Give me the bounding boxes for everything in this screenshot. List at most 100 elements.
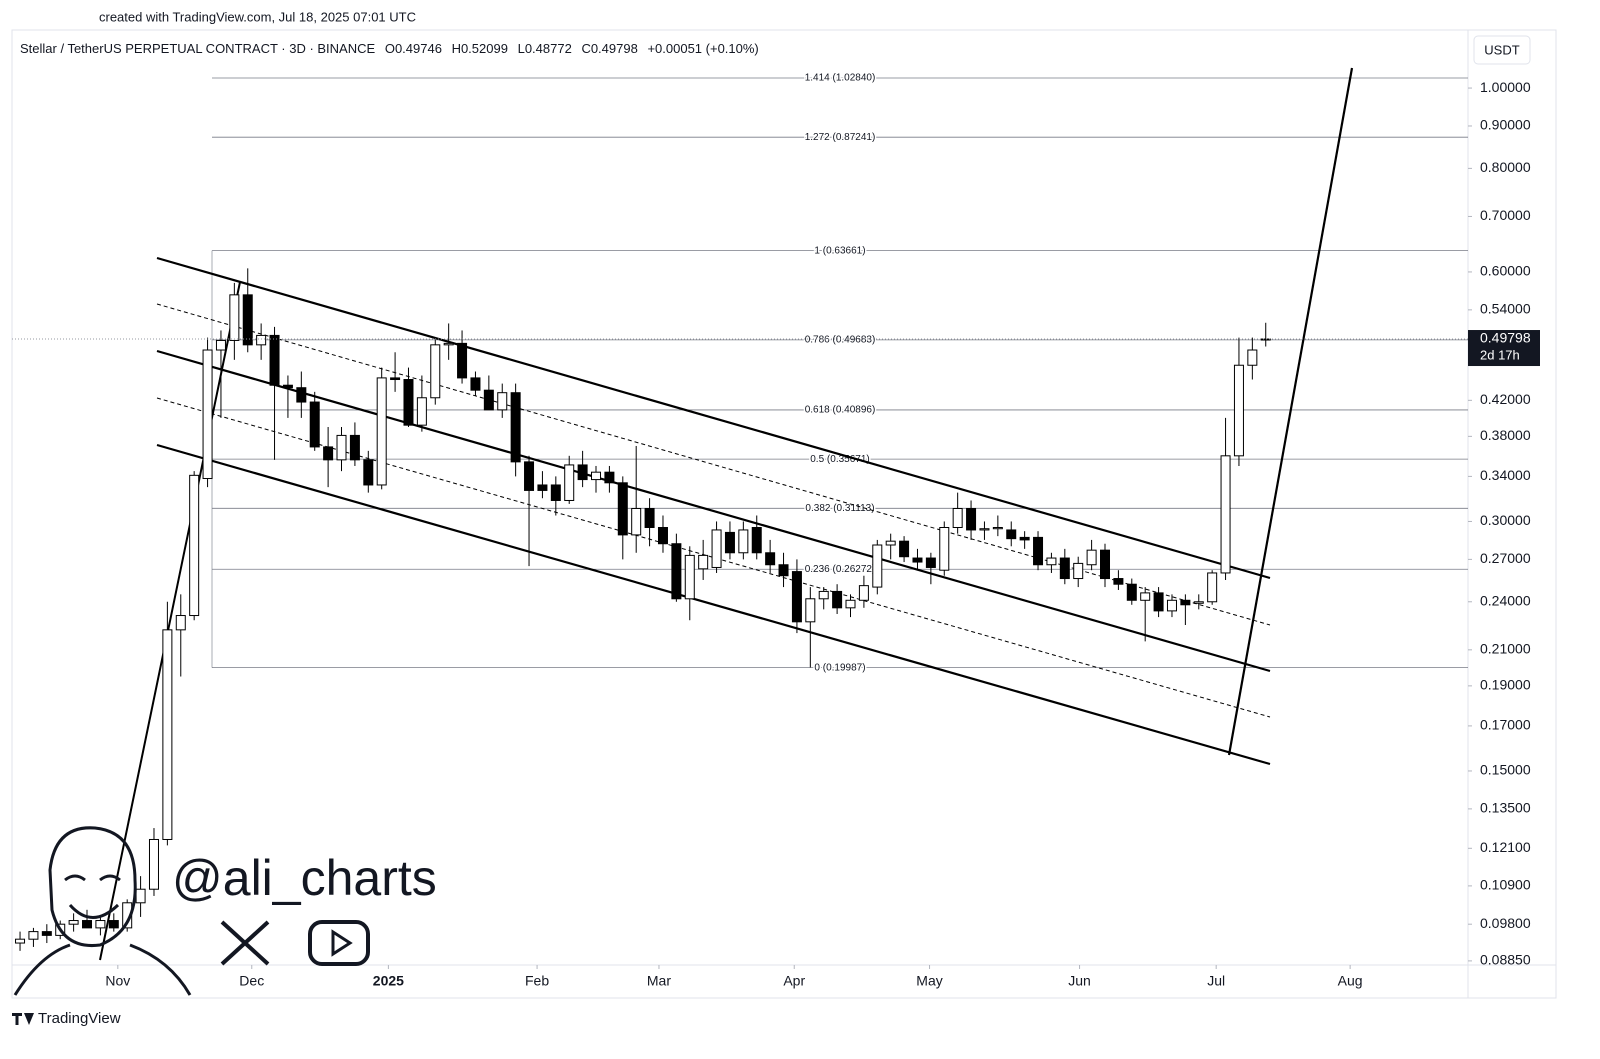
candle-body bbox=[1059, 557, 1070, 580]
candle-body bbox=[430, 344, 441, 399]
candle-body bbox=[296, 387, 307, 403]
candle-body bbox=[885, 540, 896, 546]
y-tick-label: 0.19000 bbox=[1480, 677, 1531, 693]
candle-body bbox=[309, 401, 320, 448]
candle-body bbox=[202, 349, 213, 480]
candle-body bbox=[711, 529, 722, 568]
countdown: 2d 17h bbox=[1480, 347, 1520, 362]
candle-body bbox=[631, 507, 642, 536]
legend-symbol: Stellar / TetherUS PERPETUAL CONTRACT · … bbox=[20, 41, 376, 56]
shoulders bbox=[13, 943, 192, 996]
candle-body bbox=[457, 342, 468, 379]
candle-body bbox=[1086, 549, 1097, 566]
fib-label: 1.272 (0.87241) bbox=[805, 132, 876, 143]
candle-body bbox=[41, 931, 52, 936]
channel-middle bbox=[156, 349, 1271, 673]
y-tick-label: 0.30000 bbox=[1480, 512, 1531, 528]
fib-label: 1 (0.63661) bbox=[814, 245, 865, 256]
y-tick-label: 0.12100 bbox=[1480, 839, 1531, 855]
face-features bbox=[64, 874, 121, 919]
fib-label: 0.236 (0.26272) bbox=[805, 564, 876, 575]
overlay: Stellar / TetherUS PERPETUAL CONTRACT · … bbox=[12, 35, 1531, 1027]
fib-label: 0.618 (0.40896) bbox=[805, 405, 876, 416]
candle-body bbox=[979, 528, 990, 531]
x-tick-label: Aug bbox=[1338, 973, 1363, 989]
candle-body bbox=[925, 557, 936, 568]
brand: TradingView bbox=[38, 1010, 121, 1027]
legend-field: C bbox=[581, 41, 590, 56]
candle-body bbox=[591, 471, 602, 481]
candle-body bbox=[148, 838, 159, 890]
candle-body bbox=[657, 526, 668, 545]
candle-body bbox=[644, 507, 655, 528]
brand-logo bbox=[12, 1013, 34, 1025]
candle-body bbox=[269, 334, 280, 386]
legend-field: O bbox=[385, 41, 395, 56]
candle-body bbox=[1100, 549, 1111, 580]
candle-body bbox=[858, 585, 869, 601]
trend-line bbox=[1227, 67, 1354, 756]
chart-frame bbox=[11, 29, 1557, 999]
fib-label: 0.786 (0.49683) bbox=[805, 334, 876, 345]
youtube-play bbox=[331, 929, 353, 957]
candle-body bbox=[229, 294, 240, 341]
candle-body bbox=[738, 529, 749, 554]
x-tick-label: 2025 bbox=[373, 973, 404, 989]
candle-body bbox=[899, 540, 910, 558]
candle-body bbox=[82, 920, 93, 929]
x-tick-label: May bbox=[916, 973, 942, 989]
currency-button[interactable] bbox=[1473, 35, 1531, 65]
legend-value: 0.48772 bbox=[525, 41, 572, 56]
y-tick-label: 1.00000 bbox=[1480, 79, 1531, 95]
face bbox=[48, 826, 137, 948]
y-tick-label: 0.42000 bbox=[1480, 391, 1531, 407]
candle-body bbox=[1126, 583, 1137, 601]
candle-body bbox=[1193, 601, 1204, 604]
y-tick-label: 0.70000 bbox=[1480, 207, 1531, 223]
candle-body bbox=[845, 599, 856, 609]
candle-body bbox=[443, 342, 454, 346]
y-tick-label: 0.10900 bbox=[1480, 877, 1531, 893]
candle-body bbox=[162, 629, 173, 840]
currency[interactable]: USDT bbox=[1484, 42, 1519, 57]
legend-value: 0.49746 bbox=[395, 41, 442, 56]
candle-body bbox=[939, 526, 950, 571]
candle-body bbox=[524, 461, 535, 491]
candle-body bbox=[617, 482, 628, 536]
last-price-label: 0.49798 bbox=[1480, 330, 1531, 346]
fib-label: 0.382 (0.31113) bbox=[805, 503, 874, 514]
candle-body bbox=[470, 377, 481, 391]
candle-body bbox=[698, 554, 709, 570]
candle-body bbox=[966, 507, 977, 531]
candle-body bbox=[282, 384, 293, 389]
candle-body bbox=[1153, 592, 1164, 612]
y-tick-label: 0.21000 bbox=[1480, 641, 1531, 657]
candle-body bbox=[577, 464, 588, 481]
candle-body bbox=[1140, 592, 1151, 601]
candle-body bbox=[671, 543, 682, 600]
candle-body bbox=[1260, 338, 1271, 341]
y-tick-label: 0.24000 bbox=[1480, 592, 1531, 608]
y-tick-label: 0.80000 bbox=[1480, 159, 1531, 175]
candle-body bbox=[791, 571, 802, 623]
candle-body bbox=[1033, 536, 1044, 566]
candle-body bbox=[537, 484, 548, 491]
legend-value: 0.49798 bbox=[591, 41, 638, 56]
candle-body bbox=[1113, 578, 1124, 585]
candle-body bbox=[363, 459, 374, 486]
candle-body bbox=[215, 339, 226, 351]
trend-line bbox=[99, 281, 241, 961]
candle-body bbox=[684, 554, 695, 600]
candle-body bbox=[992, 526, 1003, 530]
candle-body bbox=[1233, 364, 1244, 457]
candle-body bbox=[1006, 529, 1017, 540]
candle-body bbox=[1019, 536, 1030, 541]
y-tick-label: 0.13500 bbox=[1480, 800, 1531, 816]
candle-body bbox=[604, 471, 615, 484]
candle-body bbox=[323, 446, 334, 461]
y-tick-label: 0.54000 bbox=[1480, 301, 1531, 317]
fib-label: 0 (0.19987) bbox=[814, 662, 865, 673]
candle-body bbox=[805, 598, 816, 623]
drawings: 1.00000 0.90000 0.80000 0.70000 0.60000 0.540… bbox=[99, 67, 1531, 989]
